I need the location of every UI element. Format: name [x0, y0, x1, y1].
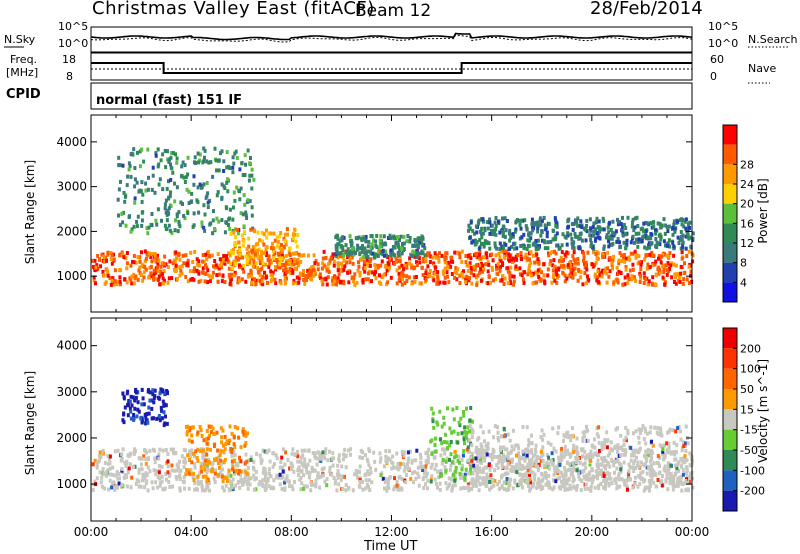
power-ytick-4000: 4000 [56, 135, 87, 149]
power-colorbar-tick-1: 8 [740, 257, 747, 270]
velocity-ytick-2000: 2000 [56, 431, 87, 445]
power-panel [90, 114, 738, 313]
velocity-ytick-1000: 1000 [56, 477, 87, 491]
nave-tick-bottom: 0 [710, 70, 717, 83]
velocity-colorbar-tick-1: 100 [740, 363, 761, 376]
noise-panel-frame [90, 26, 693, 53]
velocity-ytick-3000: 3000 [56, 385, 87, 399]
power-colorbar-tick-4: 20 [740, 198, 754, 211]
power-ytick-3000: 3000 [56, 180, 87, 194]
nsearch-series-line [90, 34, 693, 43]
nave-label: Nave [748, 62, 777, 75]
x-tick-4: 16:00 [474, 525, 509, 539]
freq-series-line [91, 62, 692, 74]
velocity-colorbar [722, 327, 738, 512]
velocity-colorbar-tick-0: 200 [740, 342, 761, 355]
velocity-ytick-4000: 4000 [56, 339, 87, 353]
nsky-label: N.Sky [4, 33, 36, 46]
power-feature-4 [467, 215, 695, 252]
cpid-panel-frame [90, 82, 693, 110]
velocity-colorbar-tick-3: 15 [740, 403, 754, 416]
chart-title: Christmas Valley East (fitACF) [92, 0, 375, 19]
velocity-colorbar-tick-4: -15 [740, 424, 758, 437]
power-ytick-2000: 2000 [56, 224, 87, 238]
power-feature-3 [334, 233, 427, 260]
velocity-colorbar-tick-7: -200 [740, 485, 765, 498]
x-tick-3: 12:00 [374, 525, 409, 539]
nsearch-label: N.Search [748, 33, 798, 46]
beam-label: Beam 12 [355, 1, 432, 21]
power-colorbar [722, 124, 738, 303]
velocity-panel [90, 317, 738, 522]
power-colorbar-tick-3: 16 [740, 217, 754, 230]
power-colorbar-tick-6: 28 [740, 158, 754, 171]
velocity-colorbar-tick-2: 50 [740, 383, 754, 396]
velocity-colorbar-tick-5: -50 [740, 444, 758, 457]
power-plot-area [91, 115, 692, 312]
power-colorbar-tick-2: 12 [740, 237, 754, 250]
velocity-feature-2 [184, 424, 249, 484]
power-ytick-1000: 1000 [56, 269, 87, 283]
noise-tick-left-bottom: 10^0 [58, 37, 89, 50]
x-tick-6: 00:00 [675, 525, 710, 539]
freq-label-line2: [MHz] [6, 66, 39, 79]
nave-tick-top: 60 [710, 53, 724, 66]
power-feature-0 [91, 249, 695, 287]
x-tick-0: 00:00 [74, 525, 109, 539]
freq-tick-bottom: 8 [66, 70, 73, 83]
velocity-feature-4 [466, 424, 695, 493]
power-colorbar-tick-0: 4 [740, 276, 747, 289]
x-axis-label: Time UT [364, 539, 418, 554]
cpid-value: normal (fast) 151 IF [96, 93, 243, 108]
noise-tick-left-top: 10^5 [58, 20, 89, 33]
noise-tick-right-top: 10^5 [708, 20, 739, 33]
velocity-feature-1 [121, 387, 169, 428]
freq-tick-top: 18 [62, 53, 76, 66]
noise-tick-right-bottom: 10^0 [708, 37, 739, 50]
power-feature-2 [229, 227, 300, 271]
nsky-series-line [90, 32, 693, 41]
x-tick-2: 08:00 [274, 525, 309, 539]
freq-panel-frame [90, 52, 693, 81]
power-feature-1 [116, 146, 256, 236]
x-tick-1: 04:00 [174, 525, 209, 539]
power-colorbar-tick-5: 24 [740, 178, 754, 191]
velocity-colorbar-tick-6: -100 [740, 464, 765, 477]
date-label: 28/Feb/2014 [590, 0, 703, 19]
cpid-label: CPID [6, 87, 41, 102]
x-tick-5: 20:00 [575, 525, 610, 539]
freq-label-line1: Freq. [10, 53, 38, 66]
